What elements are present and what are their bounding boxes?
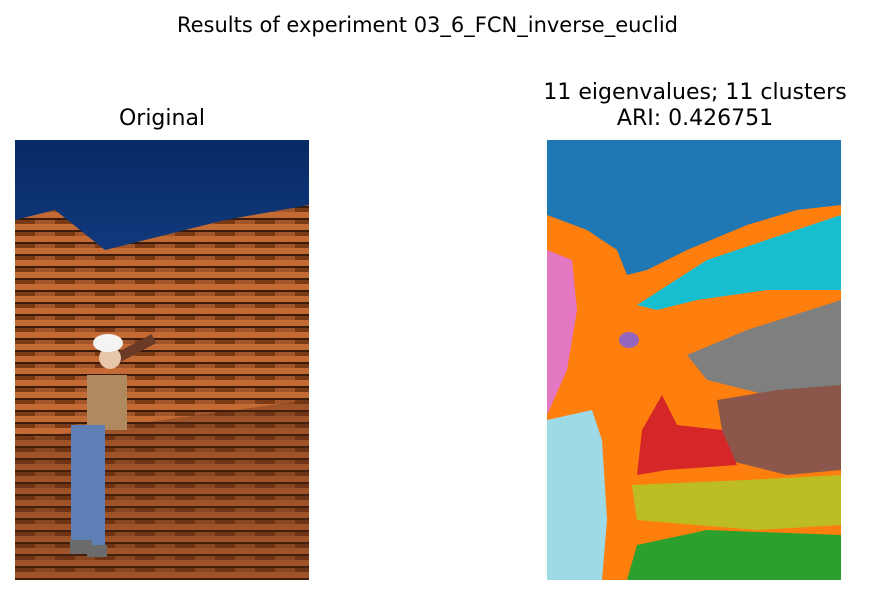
figure-suptitle: Results of experiment 03_6_FCN_inverse_e… — [176, 13, 678, 37]
segmentation-title-line1: 11 eigenvalues; 11 clusters — [543, 80, 847, 105]
original-panel-title: Original — [118, 106, 206, 131]
segmentation-panel-title: 11 eigenvalues; 11 clusters ARI: 0.42675… — [500, 80, 881, 132]
segmentation-title-line2: ARI: 0.426751 — [616, 106, 774, 131]
segmentation-image — [547, 140, 841, 580]
original-image — [15, 140, 309, 580]
